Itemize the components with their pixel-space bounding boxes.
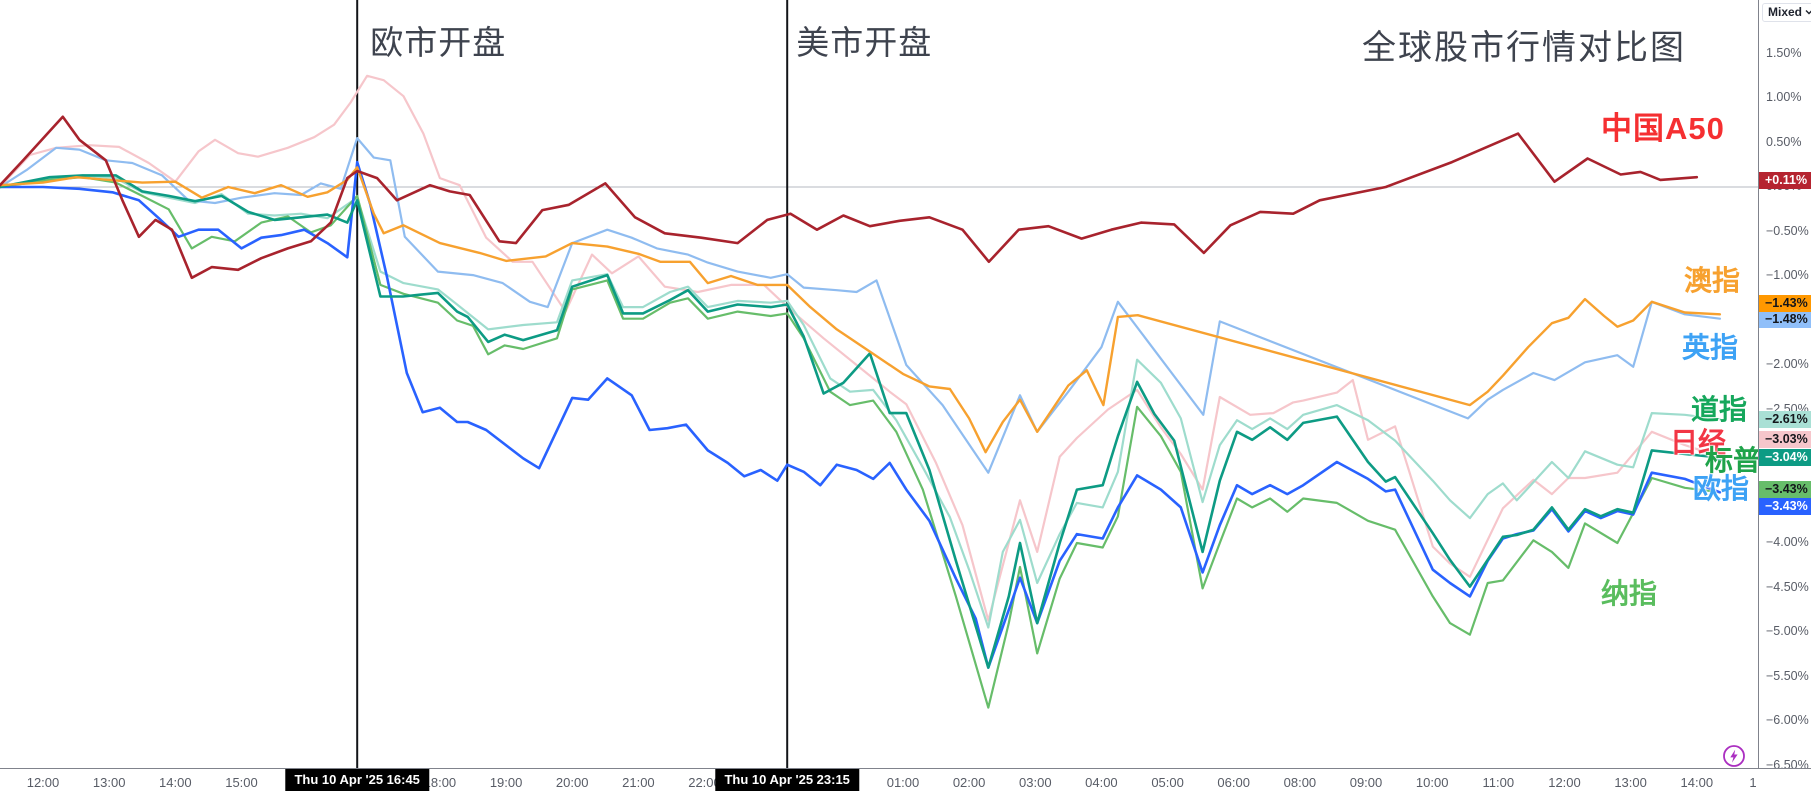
price-badge-au: −1.43%: [1759, 294, 1811, 312]
time-tick-15:00: 15:00: [225, 775, 258, 790]
time-tick-04:00: 04:00: [1085, 775, 1118, 790]
time-tick-1: 1: [1749, 775, 1757, 790]
price-badge-uk: −1.48%: [1759, 310, 1811, 328]
session-badge-0: Thu 10 Apr '25 16:45: [285, 769, 429, 791]
time-tick-20:00: 20:00: [555, 775, 589, 790]
price-tick-1.00%: 1.00%: [1766, 90, 1802, 104]
price-source-dropdown[interactable]: Mixed: [1762, 3, 1811, 22]
series-line-nasdaq: [0, 176, 1722, 709]
price-tick-−0.50%: −0.50%: [1766, 223, 1809, 238]
time-tick-02:00: 02:00: [952, 775, 986, 790]
series-line-a50: [0, 115, 1699, 280]
price-tick-−2.00%: −2.00%: [1766, 357, 1809, 371]
annotation-europe-open[interactable]: 欧市开盘: [370, 24, 507, 61]
price-tick-−5.00%: −5.00%: [1766, 624, 1809, 638]
time-tick-13:00: 13:00: [1614, 775, 1647, 790]
time-tick-12:00: 12:00: [1548, 775, 1581, 790]
price-badge-a50: +0.11%: [1759, 171, 1811, 189]
time-tick-11:00: 11:00: [1482, 775, 1515, 790]
price-tick-−6.00%: −6.00%: [1766, 713, 1809, 727]
series-label-au[interactable]: 澳指: [1684, 265, 1741, 296]
time-tick-21:00: 21:00: [622, 775, 655, 790]
time-axis[interactable]: 12:00 13:00 14:00 15:00 18:00 19:00 20:00 21:00…: [0, 768, 1811, 796]
series-end-dot-sp: [1715, 453, 1724, 462]
price-axis[interactable]: Mixed 1.50%1.00%0.50%0.00%−0.50%−1.00%−2…: [1758, 0, 1811, 796]
price-badge-nikkei: −3.03%: [1759, 430, 1811, 448]
series-label-dow[interactable]: 道指: [1691, 394, 1748, 425]
time-tick-10:00: 10:00: [1415, 775, 1449, 790]
time-tick-12:00: 12:00: [26, 775, 60, 790]
chart-title[interactable]: 全球股市行情对比图: [1362, 29, 1686, 67]
flash-icon[interactable]: [1722, 744, 1746, 768]
series-line-uk: [0, 137, 1722, 474]
price-tick-−4.00%: −4.00%: [1766, 535, 1809, 549]
price-badge-dow: −2.61%: [1759, 410, 1811, 428]
series-line-nikkei: [0, 74, 1722, 622]
time-tick-05:00: 05:00: [1151, 775, 1184, 790]
series-label-sp[interactable]: 标普: [1705, 445, 1758, 476]
chart-pane[interactable]: 欧市开盘 美市开盘 全球股市行情对比图 日经 道指 英指纳指 欧指 标普 澳指 中国A50: [0, 0, 1758, 768]
time-tick-19:00: 19:00: [489, 775, 523, 790]
series-label-uk[interactable]: 英指: [1682, 332, 1739, 363]
time-tick-06:00: 06:00: [1217, 775, 1250, 790]
series-label-eu[interactable]: 欧指: [1693, 473, 1750, 504]
time-tick-14:00: 14:00: [159, 775, 192, 790]
price-badge-nasdaq: −3.43%: [1759, 480, 1811, 498]
chart-canvas: [0, 0, 1758, 768]
session-badge-1: Thu 10 Apr '25 23:15: [715, 769, 859, 791]
time-tick-22:00: 22:00: [688, 775, 721, 790]
price-tick-−4.50%: −4.50%: [1766, 579, 1809, 594]
time-tick-08:00: 08:00: [1283, 775, 1317, 790]
time-tick-01:00: 01:00: [886, 775, 920, 790]
series-line-au: [0, 166, 1722, 454]
price-tick-1.50%: 1.50%: [1766, 45, 1802, 60]
price-badge-sp: −3.04%: [1759, 448, 1811, 466]
annotation-us-open[interactable]: 美市开盘: [796, 24, 933, 61]
time-tick-09:00: 09:00: [1349, 775, 1383, 790]
price-tick-−5.50%: −5.50%: [1766, 668, 1809, 683]
chevron-down-icon: [1805, 10, 1811, 15]
series-label-nasdaq[interactable]: 纳指: [1601, 578, 1658, 609]
price-source-label: Mixed: [1768, 5, 1803, 19]
time-tick-03:00: 03:00: [1019, 775, 1052, 790]
price-tick-−1.00%: −1.00%: [1766, 268, 1809, 282]
time-tick-13:00: 13:00: [92, 775, 126, 790]
series-line-eu: [0, 160, 1722, 669]
series-line-sp: [0, 174, 1722, 669]
price-tick-0.50%: 0.50%: [1766, 134, 1802, 149]
time-tick-labels: 12:00 13:00 14:00 15:00 18:00 19:00 20:00 21:00…: [0, 769, 1758, 796]
series-line-dow: [0, 174, 1722, 629]
series-label-a50[interactable]: 中国A50: [1601, 111, 1725, 146]
series-label-nikkei[interactable]: 日经: [1670, 427, 1727, 458]
time-tick-18:00: 18:00: [423, 775, 457, 790]
price-badge-eu: −3.43%: [1759, 497, 1811, 515]
time-tick-14:00: 14:00: [1680, 775, 1714, 790]
